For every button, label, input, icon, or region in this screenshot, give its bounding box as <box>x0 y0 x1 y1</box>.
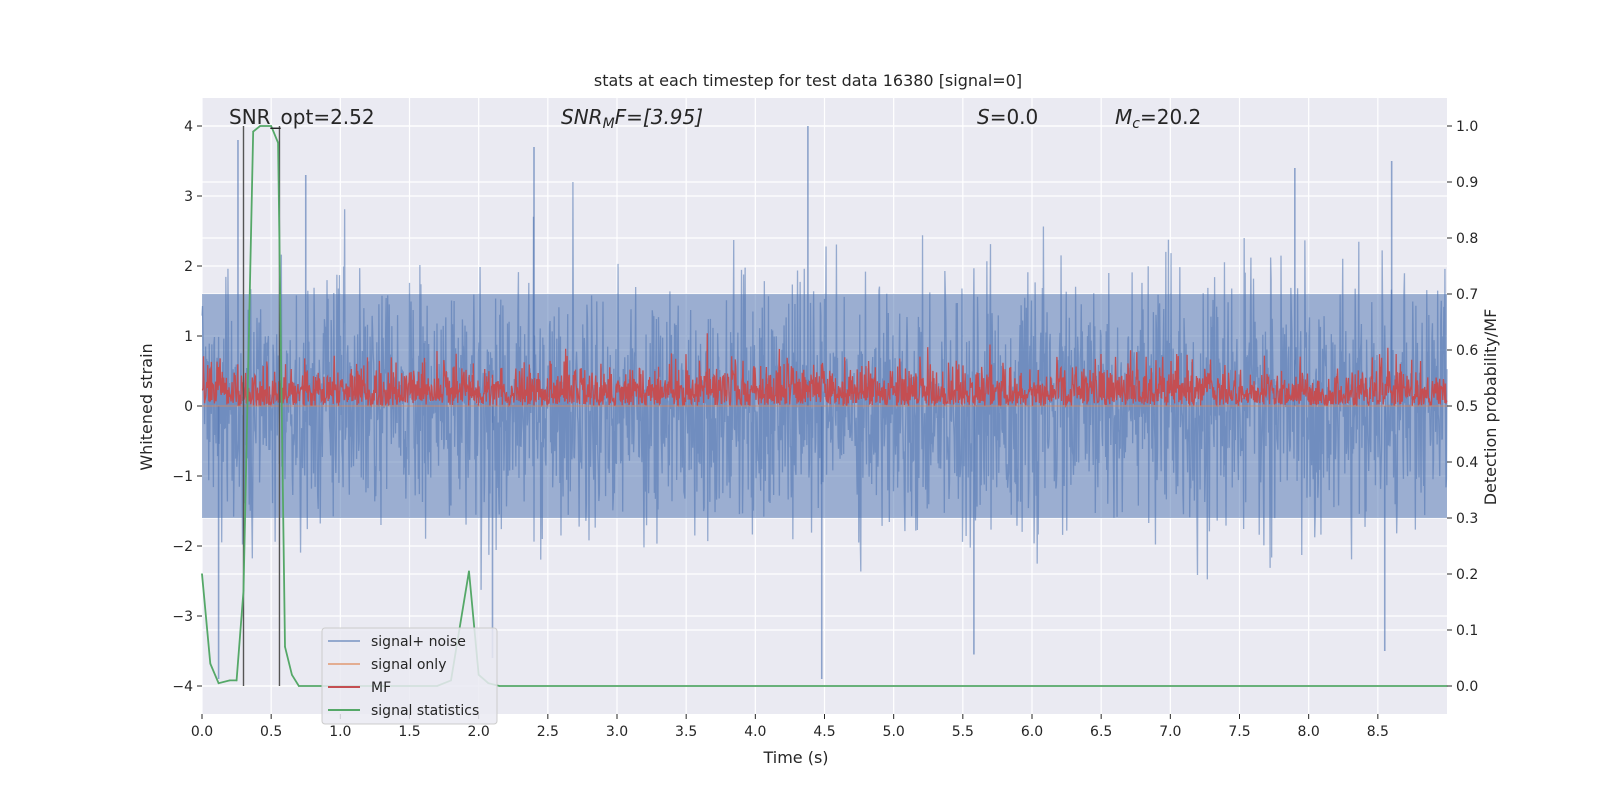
signal-statistics-point-18 <box>498 685 501 687</box>
ytick-right-1: 0.9 <box>1456 175 1478 191</box>
annotation-mc-rest: =20.2 <box>1140 105 1201 129</box>
annotation-mc-main: M <box>1115 105 1132 129</box>
annotation-snr-mf-rest: F=[3.95] <box>615 105 703 129</box>
annotation-mc: Mc=20.2 <box>1115 105 1201 132</box>
ytick-left-1: 3 <box>184 189 193 205</box>
series-mf <box>201 333 1448 408</box>
signal-statistics-point-6 <box>252 130 254 133</box>
ytick-right-4: 0.6 <box>1456 343 1478 359</box>
legend-label-signal-noise: signal+ noise <box>371 634 466 650</box>
xtick-7: 3.5 <box>675 724 697 740</box>
signal-statistics-point-11 <box>291 674 293 676</box>
xtick-14: 7.0 <box>1159 724 1181 740</box>
ytick-right-6: 0.4 <box>1456 455 1478 471</box>
signal-statistics-point-0 <box>201 573 203 575</box>
y-axis-label-left: Whitened strain <box>137 343 156 470</box>
xtick-2: 1.0 <box>329 724 351 740</box>
ytick-left-8: −4 <box>172 679 193 695</box>
mf-line <box>201 333 1448 408</box>
signal-statistics-point-4 <box>235 679 238 682</box>
y-axis-label-right: Detection probability/MF <box>1481 309 1500 506</box>
xtick-17: 8.5 <box>1367 724 1389 740</box>
signal-statistics-point-8 <box>270 125 272 127</box>
signal-statistics-point-9 <box>277 142 279 144</box>
signal-statistics-point-1 <box>209 662 212 665</box>
signal-statistics-point-5 <box>242 590 245 592</box>
xtick-0: 0.0 <box>191 724 213 740</box>
ytick-left-4: 0 <box>184 399 193 415</box>
xtick-3: 1.5 <box>398 724 420 740</box>
signal-statistics-point-7 <box>259 125 261 127</box>
xtick-6: 3.0 <box>606 724 628 740</box>
annotation-snr-opt: SNR_opt=2.52 <box>229 105 375 129</box>
ytick-right-8: 0.2 <box>1456 567 1478 583</box>
ytick-left-6: −2 <box>172 539 193 555</box>
annotation-mc-sub: c <box>1132 116 1140 132</box>
annotation-snr-mf: SNRMF=[3.95] <box>561 105 703 132</box>
ytick-right-3: 0.7 <box>1456 287 1478 303</box>
xtick-12: 6.0 <box>1021 724 1043 740</box>
annotation-snr-mf-sub: M <box>603 116 615 132</box>
ytick-left-3: 1 <box>184 329 193 345</box>
chart-title: stats at each timestep for test data 163… <box>594 71 1022 90</box>
ytick-right-0: 1.0 <box>1456 119 1478 135</box>
x-axis-ticks: 0.0 0.5 1.0 1.5 2.0 2.5 3.0 3.5 4.0 4.5 5.0 5.5 6.0 6… <box>191 714 1389 740</box>
xtick-4: 2.0 <box>468 724 490 740</box>
x-axis-label: Time (s) <box>762 748 828 767</box>
plot-content <box>201 125 1448 687</box>
ytick-left-7: −3 <box>172 609 193 625</box>
legend-label-mf: MF <box>371 680 391 696</box>
annotation-snr-mf-main: SNR <box>561 105 603 129</box>
xtick-1: 0.5 <box>260 724 282 740</box>
ytick-right-5: 0.5 <box>1456 399 1478 415</box>
xtick-10: 5.0 <box>883 724 905 740</box>
ytick-left-5: −1 <box>172 469 193 485</box>
xtick-16: 8.0 <box>1298 724 1320 740</box>
ytick-right-7: 0.3 <box>1456 511 1478 527</box>
legend-label-signal-only: signal only <box>371 657 446 673</box>
left-axis-ticks: 4 3 2 1 0 −1 −2 −3 −4 <box>172 119 202 695</box>
ytick-right-10: 0.0 <box>1456 679 1478 695</box>
ytick-right-9: 0.1 <box>1456 623 1478 639</box>
xtick-9: 4.5 <box>813 724 835 740</box>
xtick-13: 6.5 <box>1090 724 1112 740</box>
legend: signal+ noise signal only MF signal stat… <box>321 627 498 725</box>
ytick-right-2: 0.8 <box>1456 231 1478 247</box>
signal-statistics-point-12 <box>298 685 300 687</box>
annotation-s-rest: =0.0 <box>990 105 1039 129</box>
xtick-11: 5.5 <box>952 724 974 740</box>
annotation-s: S=0.0 <box>977 105 1038 129</box>
signal-statistics-point-10 <box>284 646 286 648</box>
ytick-left-0: 4 <box>184 119 193 135</box>
signal-statistics-point-2 <box>217 682 220 684</box>
signal-statistics-point-15 <box>468 570 470 572</box>
xtick-15: 7.5 <box>1228 724 1250 740</box>
xtick-5: 2.5 <box>537 724 559 740</box>
xtick-8: 4.0 <box>744 724 766 740</box>
legend-label-signal-statistics: signal statistics <box>371 703 479 719</box>
annotation-s-main: S <box>977 105 990 129</box>
ytick-left-2: 2 <box>184 259 193 275</box>
legend-box <box>321 627 498 725</box>
right-axis-ticks: 1.0 0.9 0.8 0.7 0.6 0.5 0.4 0.3 0.2 0.1 0.0 <box>1447 119 1478 695</box>
signal-statistics-point-3 <box>228 679 231 682</box>
